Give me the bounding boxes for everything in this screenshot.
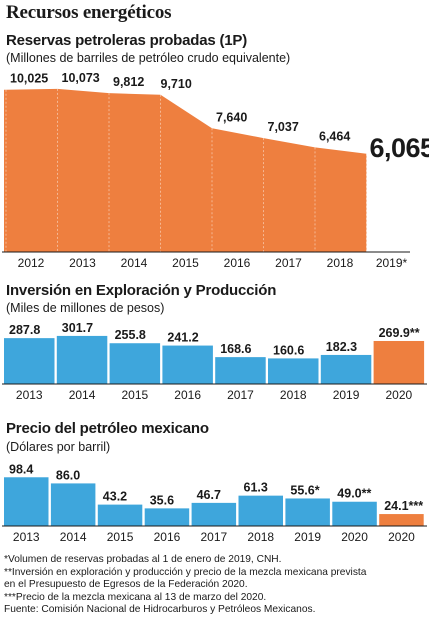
- bar: [4, 477, 49, 526]
- bar: [238, 495, 283, 526]
- data-label: 55.6*: [290, 483, 319, 497]
- reserves-chart-title: Reservas petroleras probadas (1P): [6, 32, 248, 49]
- bar: [56, 335, 108, 384]
- x-tick-label: 2013: [16, 388, 43, 402]
- data-label: 6,464: [319, 129, 350, 143]
- data-label: 255.8: [115, 328, 146, 342]
- oil-price-chart-title: Precio del petróleo mexicano: [6, 420, 209, 437]
- bar: [97, 504, 143, 526]
- data-label: 61.3: [244, 481, 268, 495]
- data-label: 182.3: [326, 340, 357, 354]
- x-tick-label: 2017: [200, 530, 227, 544]
- data-label: 269.9**: [379, 326, 420, 340]
- reserves-chart-subtitle: (Millones de barriles de petróleo crudo …: [6, 51, 291, 65]
- bar: [4, 338, 55, 384]
- bar: [191, 502, 237, 526]
- footnote: Fuente: Comisión Nacional de Hidrocarbur…: [4, 604, 316, 616]
- data-label: 287.8: [9, 323, 40, 337]
- x-tick-label: 2017: [227, 388, 254, 402]
- oil-price-bar-chart: 98.4 2013 86.0 2014 43.2 2015 35.6 2016 46.7 2017…: [2, 462, 427, 544]
- bar: [144, 508, 190, 526]
- reserves-area: [4, 88, 367, 252]
- data-label: 49.0**: [337, 487, 371, 501]
- reserves-area-chart: 2012 2013 2014 2015 2016 2017 2018 2019* 10,025 1…: [2, 71, 429, 270]
- data-label: 98.4: [9, 462, 33, 476]
- x-tick-label: 2019*: [376, 256, 408, 270]
- x-tick-label: 2015: [172, 256, 199, 270]
- x-tick-label: 2014: [69, 388, 96, 402]
- x-tick-label: 2013: [69, 256, 96, 270]
- investment-chart-title: Inversión en Exploración y Producción: [6, 282, 277, 299]
- x-tick-label: 2016: [224, 256, 251, 270]
- bar: [320, 354, 372, 384]
- page-title: Recursos energéticos: [6, 2, 172, 23]
- x-tick-label: 2017: [275, 256, 302, 270]
- investment-chart-subtitle: (Miles de millones de pesos): [6, 301, 165, 315]
- data-label: 160.6: [273, 343, 304, 357]
- data-label: 9,710: [161, 77, 192, 91]
- x-tick-label: 2018: [280, 388, 307, 402]
- bar: [373, 340, 425, 384]
- x-tick-label: 2019: [294, 530, 321, 544]
- data-label: 86.0: [56, 468, 80, 482]
- data-label: 7,037: [268, 120, 299, 134]
- x-tick-label: 2015: [107, 530, 134, 544]
- data-label: 7,640: [216, 110, 247, 124]
- x-tick-label: 2014: [60, 530, 87, 544]
- data-label: 10,073: [62, 71, 100, 85]
- bar: [285, 498, 330, 526]
- x-tick-label: 2019: [333, 388, 360, 402]
- bar: [332, 501, 377, 526]
- data-label: 9,812: [113, 75, 144, 89]
- investment-bar-chart: 287.8 2013 301.7 2014 255.8 2015 241.2 2016 168.…: [2, 321, 427, 402]
- bar: [50, 483, 96, 526]
- x-tick-label: 2018: [327, 256, 354, 270]
- data-label: 24.1***: [384, 499, 423, 513]
- x-tick-label: 2015: [121, 388, 148, 402]
- x-tick-label: 2016: [174, 388, 201, 402]
- x-tick-label: 2020: [341, 530, 368, 544]
- oil-price-chart-subtitle: (Dólares por barril): [6, 440, 111, 454]
- footnote: **Inversión en exploración y producción …: [4, 566, 367, 578]
- footnote: ***Precio de la mezcla mexicana al 13 de…: [4, 591, 267, 603]
- x-tick-label: 2020: [388, 530, 415, 544]
- x-tick-label: 2012: [18, 256, 45, 270]
- bar: [109, 343, 161, 384]
- data-label: 35.6: [150, 493, 174, 507]
- data-label: 43.2: [103, 490, 127, 504]
- data-label: 6,065: [370, 133, 429, 163]
- x-tick-label: 2016: [154, 530, 181, 544]
- data-label: 241.2: [167, 331, 198, 345]
- footnotes: *Volumen de reservas probadas al 1 de en…: [4, 554, 424, 617]
- bar: [268, 358, 319, 384]
- data-label: 46.7: [197, 488, 221, 502]
- footnote: en el Presupuesto de Egresos de la Feder…: [4, 579, 248, 591]
- x-tick-label: 2014: [121, 256, 148, 270]
- bar: [379, 514, 424, 526]
- data-label: 168.6: [220, 342, 251, 356]
- x-tick-label: 2018: [247, 530, 274, 544]
- bar: [215, 357, 266, 384]
- footnote: *Volumen de reservas probadas al 1 de en…: [4, 554, 282, 565]
- x-tick-label: 2013: [13, 530, 40, 544]
- data-label: 301.7: [62, 321, 93, 335]
- data-label: 10,025: [10, 72, 48, 86]
- x-tick-label: 2020: [385, 388, 412, 402]
- bar: [162, 345, 213, 384]
